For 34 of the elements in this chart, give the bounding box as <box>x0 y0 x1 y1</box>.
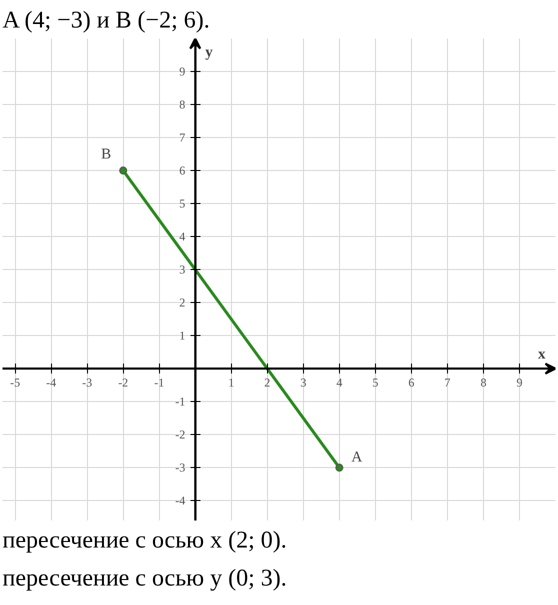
x-tick-label: -5 <box>10 376 20 390</box>
y-tick-label: 5 <box>179 196 186 211</box>
annotation: A <box>351 450 362 466</box>
chart-title: A (4; −3) и B (−2; 6). <box>2 8 210 34</box>
x-tick-label: 2 <box>264 376 270 390</box>
y-tick-label: 9 <box>179 64 186 79</box>
y-tick-label: 3 <box>179 262 186 277</box>
y-tick-label: 2 <box>179 296 186 310</box>
x-tick-label: 1 <box>228 376 234 390</box>
y-tick-label: -3 <box>175 460 186 475</box>
text: пересечение с осью y (0; 3). <box>2 566 287 592</box>
x-tick-label: 6 <box>408 376 414 390</box>
y-tick-label: 6 <box>179 164 186 178</box>
y-tick-label: 4 <box>179 230 186 244</box>
x-tick-label: -2 <box>118 376 128 390</box>
x-tick-label: 7 <box>444 376 450 390</box>
y-axis-title: y <box>205 44 214 60</box>
annotation: B <box>101 146 112 163</box>
x-tick-label: 9 <box>516 376 522 390</box>
y-tick-label: 1 <box>179 328 186 343</box>
y-tick-label: -4 <box>175 494 186 508</box>
x-tick-label: -3 <box>82 376 92 390</box>
y-tick-label: 8 <box>179 98 186 112</box>
y-tick-label: -2 <box>175 428 186 442</box>
x-tick-label: -1 <box>154 376 164 390</box>
x-tick-label: 3 <box>300 376 306 390</box>
y-tick-label: -1 <box>175 394 186 409</box>
x-tick-label: 8 <box>480 376 486 390</box>
text: пересечение с осью x (2; 0). <box>2 528 287 554</box>
x-tick-label: 5 <box>372 376 378 390</box>
x-tick-label: -4 <box>46 376 56 390</box>
y-tick-label: 7 <box>179 130 186 145</box>
x-axis-title: x <box>538 346 546 363</box>
x-tick-label: 4 <box>336 376 342 390</box>
